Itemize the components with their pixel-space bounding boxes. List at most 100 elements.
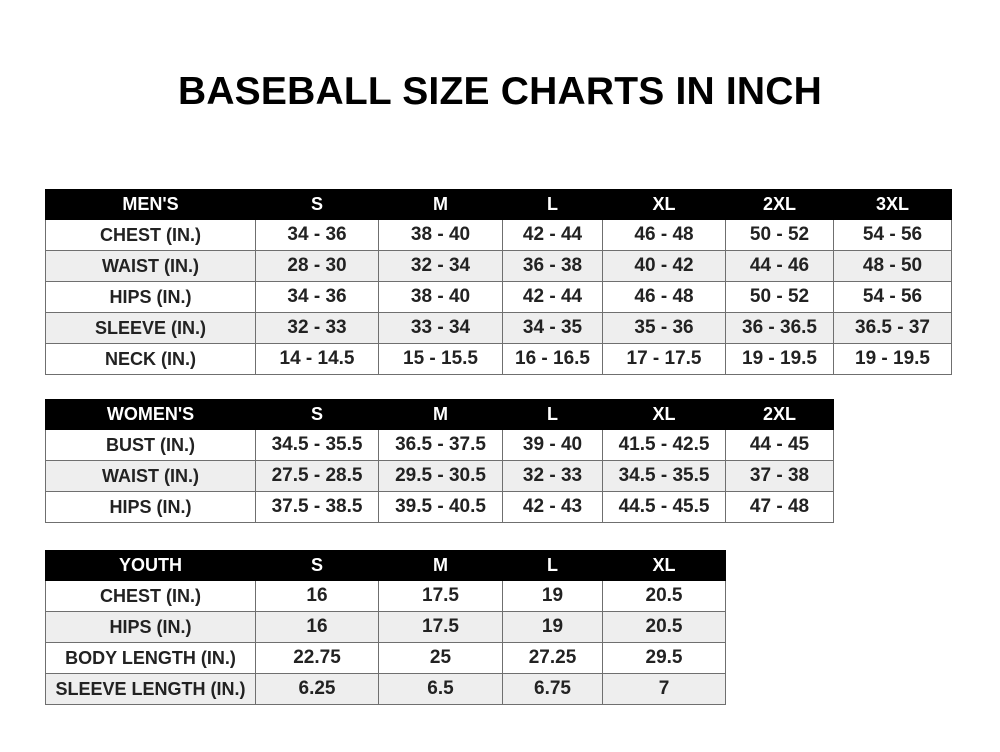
table-row: WAIST (IN.) 27.5 - 28.5 29.5 - 30.5 32 - 33… [45,460,834,492]
table-row: BUST (IN.) 34.5 - 35.5 36.5 - 37.5 39 - 40 4… [45,429,834,461]
measurement-cell: 19 - 19.5 [725,343,834,375]
measurement-cell: 27.5 - 28.5 [255,460,379,492]
measurement-cell: 40 - 42 [602,250,726,282]
measurement-label: CHEST (IN.) [45,219,256,251]
measurement-cell: 44 - 46 [725,250,834,282]
measurement-cell: 20.5 [602,611,726,643]
page-title: BASEBALL SIZE CHARTS IN INCH [177,70,823,113]
measurement-cell: 41.5 - 42.5 [602,429,726,461]
measurement-cell: 17.5 [378,611,503,643]
measurement-cell: 46 - 48 [602,219,726,251]
measurement-cell: 25 [378,642,503,674]
measurement-cell: 36 - 36.5 [725,312,834,344]
measurement-cell: 17 - 17.5 [602,343,726,375]
measurement-cell: 44 - 45 [725,429,834,461]
size-header: M [378,189,503,220]
table-row: HIPS (IN.) 16 17.5 19 20.5 [45,611,726,643]
measurement-cell: 34 - 36 [255,281,379,313]
table-row: HIPS (IN.) 37.5 - 38.5 39.5 - 40.5 42 - 43 4… [45,491,834,523]
measurement-cell: 15 - 15.5 [378,343,503,375]
measurement-cell: 29.5 - 30.5 [378,460,503,492]
size-header: XL [602,399,726,430]
measurement-cell: 39 - 40 [502,429,603,461]
measurement-cell: 54 - 56 [833,219,952,251]
measurement-label: WAIST (IN.) [45,460,256,492]
measurement-cell: 34 - 36 [255,219,379,251]
size-header: XL [602,189,726,220]
category-header: MEN'S [45,189,256,220]
measurement-cell: 6.5 [378,673,503,705]
measurement-cell: 50 - 52 [725,219,834,251]
size-header: L [502,399,603,430]
measurement-cell: 39.5 - 40.5 [378,491,503,523]
measurement-cell: 7 [602,673,726,705]
size-header: 2XL [725,399,834,430]
size-header: L [502,189,603,220]
measurement-label: HIPS (IN.) [45,281,256,313]
size-header: S [255,399,379,430]
measurement-cell: 32 - 33 [502,460,603,492]
size-header: 2XL [725,189,834,220]
measurement-cell: 17.5 [378,580,503,612]
measurement-cell: 36.5 - 37 [833,312,952,344]
measurement-label: SLEEVE LENGTH (IN.) [45,673,256,705]
measurement-cell: 38 - 40 [378,219,503,251]
size-header: 3XL [833,189,952,220]
measurement-cell: 6.25 [255,673,379,705]
measurement-cell: 16 [255,611,379,643]
table-row: WAIST (IN.) 28 - 30 32 - 34 36 - 38 40 - 42 4… [45,250,952,282]
measurement-cell: 34.5 - 35.5 [602,460,726,492]
size-header: M [378,399,503,430]
size-header: S [255,550,379,581]
size-header: XL [602,550,726,581]
table-row: SLEEVE LENGTH (IN.) 6.25 6.5 6.75 7 [45,673,726,705]
measurement-cell: 42 - 44 [502,281,603,313]
measurement-cell: 44.5 - 45.5 [602,491,726,523]
measurement-cell: 6.75 [502,673,603,705]
measurement-label: SLEEVE (IN.) [45,312,256,344]
measurement-cell: 37.5 - 38.5 [255,491,379,523]
measurement-cell: 42 - 43 [502,491,603,523]
category-header: YOUTH [45,550,256,581]
measurement-cell: 16 [255,580,379,612]
measurement-label: HIPS (IN.) [45,611,256,643]
table-row: BODY LENGTH (IN.) 22.75 25 27.25 29.5 [45,642,726,674]
measurement-cell: 54 - 56 [833,281,952,313]
measurement-cell: 37 - 38 [725,460,834,492]
measurement-cell: 34 - 35 [502,312,603,344]
measurement-cell: 28 - 30 [255,250,379,282]
measurement-cell: 36.5 - 37.5 [378,429,503,461]
measurement-label: WAIST (IN.) [45,250,256,282]
measurement-label: NECK (IN.) [45,343,256,375]
header-row: MEN'S S M L XL 2XL 3XL [45,189,952,220]
measurement-cell: 29.5 [602,642,726,674]
measurement-cell: 50 - 52 [725,281,834,313]
measurement-cell: 22.75 [255,642,379,674]
measurement-cell: 35 - 36 [602,312,726,344]
measurement-label: BUST (IN.) [45,429,256,461]
measurement-cell: 38 - 40 [378,281,503,313]
measurement-label: BODY LENGTH (IN.) [45,642,256,674]
mens-size-table: MEN'S S M L XL 2XL 3XL CHEST (IN.) 34 - 36 38 - 4… [45,189,952,375]
measurement-cell: 33 - 34 [378,312,503,344]
youth-size-table: YOUTH S M L XL CHEST (IN.) 16 17.5 19 20.5 HIPS (I… [45,550,726,705]
measurement-cell: 19 [502,611,603,643]
table-row: SLEEVE (IN.) 32 - 33 33 - 34 34 - 35 35 - 36… [45,312,952,344]
measurement-cell: 19 [502,580,603,612]
measurement-cell: 47 - 48 [725,491,834,523]
table-row: CHEST (IN.) 34 - 36 38 - 40 42 - 44 46 - 48 5… [45,219,952,251]
measurement-cell: 42 - 44 [502,219,603,251]
measurement-cell: 19 - 19.5 [833,343,952,375]
measurement-cell: 20.5 [602,580,726,612]
table-row: NECK (IN.) 14 - 14.5 15 - 15.5 16 - 16.5 17 … [45,343,952,375]
header-row: WOMEN'S S M L XL 2XL [45,399,834,430]
measurement-cell: 14 - 14.5 [255,343,379,375]
size-header: L [502,550,603,581]
size-header: M [378,550,503,581]
measurement-label: CHEST (IN.) [45,580,256,612]
size-header: S [255,189,379,220]
header-row: YOUTH S M L XL [45,550,726,581]
measurement-cell: 48 - 50 [833,250,952,282]
category-header: WOMEN'S [45,399,256,430]
measurement-label: HIPS (IN.) [45,491,256,523]
